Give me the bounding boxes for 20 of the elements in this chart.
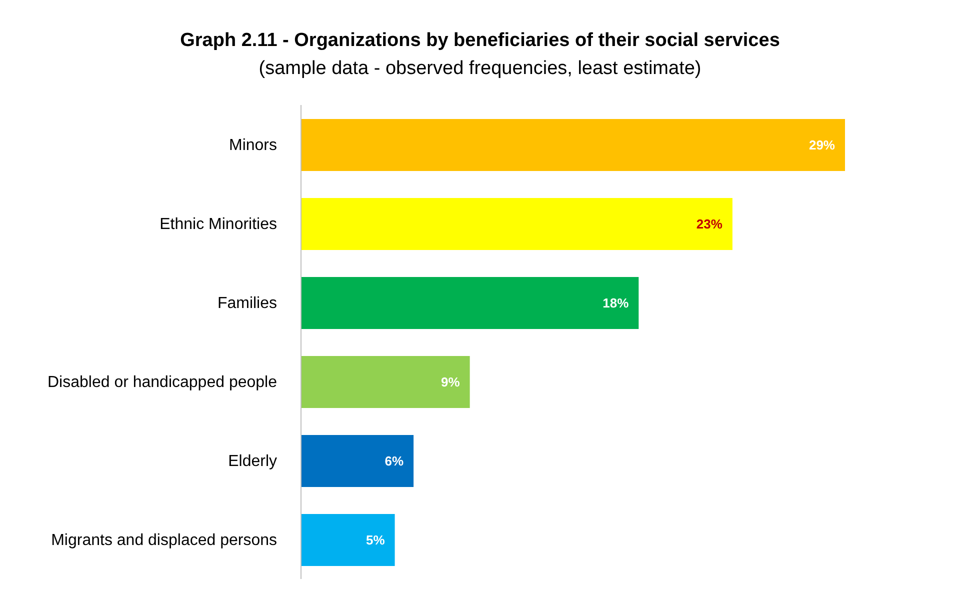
data-label: 6%	[384, 454, 404, 468]
y-tick-label: Families	[217, 295, 277, 312]
bar	[301, 514, 395, 566]
data-label: 29%	[808, 138, 836, 152]
y-tick-label: Ethnic Minorities	[160, 216, 277, 234]
data-label: 5%	[366, 532, 386, 548]
bar	[301, 198, 732, 250]
bar	[301, 356, 470, 408]
data-label: 23%	[696, 216, 723, 232]
chart-subtitle: (sample data - observed frequencies, least estimate)	[258, 58, 702, 80]
y-tick-label: Disabled or handicapped people	[47, 374, 278, 392]
y-tick-label: Migrants and displaced persons	[51, 532, 277, 550]
bar	[301, 277, 639, 329]
data-label: 9%	[441, 374, 460, 390]
y-tick-label: Elderly	[228, 453, 277, 470]
data-label: 18%	[602, 296, 630, 310]
chart-title: Graph 2.11 - Organizations by beneficiaries of their social services	[179, 30, 781, 52]
bar	[301, 119, 845, 171]
y-tick-label: Minors	[228, 137, 277, 154]
bar	[301, 435, 414, 487]
